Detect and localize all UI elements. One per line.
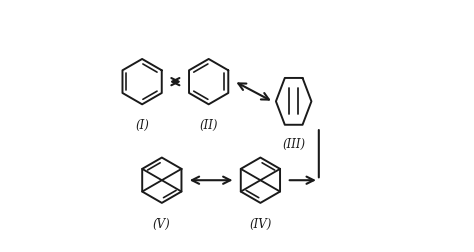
Text: (IV): (IV): [249, 218, 272, 231]
Text: (III): (III): [282, 138, 305, 151]
Text: (I): (I): [135, 119, 149, 132]
Text: (II): (II): [200, 119, 218, 132]
Text: (V): (V): [153, 218, 171, 231]
